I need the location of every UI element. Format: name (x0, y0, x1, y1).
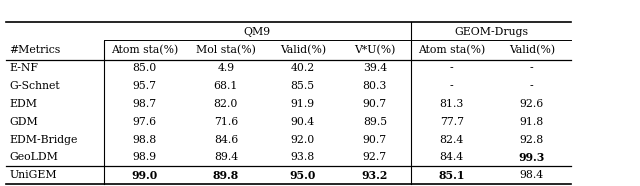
Text: 84.4: 84.4 (440, 153, 464, 162)
Text: UniGEM: UniGEM (10, 170, 57, 180)
Text: -: - (450, 81, 454, 91)
Text: 92.0: 92.0 (291, 135, 315, 145)
Text: 68.1: 68.1 (214, 81, 238, 91)
Text: 81.3: 81.3 (440, 99, 464, 109)
Text: Valid(%): Valid(%) (280, 45, 326, 55)
Text: EDM: EDM (10, 99, 38, 109)
Text: Atom sta(%): Atom sta(%) (418, 45, 485, 55)
Text: GEOM-Drugs: GEOM-Drugs (454, 27, 528, 37)
Text: 98.4: 98.4 (520, 170, 544, 180)
Text: -: - (530, 81, 534, 91)
Text: -: - (530, 63, 534, 73)
Text: GeoLDM: GeoLDM (10, 153, 58, 162)
Text: 98.7: 98.7 (132, 99, 156, 109)
Text: 89.4: 89.4 (214, 153, 238, 162)
Text: 90.7: 90.7 (363, 99, 387, 109)
Text: Mol sta(%): Mol sta(%) (196, 45, 256, 55)
Text: Valid(%): Valid(%) (509, 45, 555, 55)
Text: 77.7: 77.7 (440, 117, 464, 127)
Text: 92.6: 92.6 (520, 99, 544, 109)
Text: E-NF: E-NF (10, 63, 38, 73)
Text: -: - (450, 63, 454, 73)
Text: 90.7: 90.7 (363, 135, 387, 145)
Text: 91.8: 91.8 (520, 117, 544, 127)
Text: 4.9: 4.9 (218, 63, 234, 73)
Text: 95.7: 95.7 (132, 81, 156, 91)
Text: V*U(%): V*U(%) (354, 45, 396, 55)
Text: EDM-Bridge: EDM-Bridge (10, 135, 78, 145)
Text: 89.5: 89.5 (363, 117, 387, 127)
Text: G-Schnet: G-Schnet (10, 81, 60, 91)
Text: 84.6: 84.6 (214, 135, 238, 145)
Text: 99.0: 99.0 (131, 170, 157, 181)
Text: 85.5: 85.5 (291, 81, 315, 91)
Text: 90.4: 90.4 (291, 117, 315, 127)
Text: 98.9: 98.9 (132, 153, 156, 162)
Text: Atom sta(%): Atom sta(%) (111, 45, 178, 55)
Text: 71.6: 71.6 (214, 117, 238, 127)
Text: 93.8: 93.8 (291, 153, 315, 162)
Text: 80.3: 80.3 (363, 81, 387, 91)
Text: 39.4: 39.4 (363, 63, 387, 73)
Text: 40.2: 40.2 (291, 63, 315, 73)
Text: 97.6: 97.6 (132, 117, 156, 127)
Text: 82.4: 82.4 (440, 135, 464, 145)
Text: 89.8: 89.8 (212, 170, 239, 181)
Text: 92.7: 92.7 (363, 153, 387, 162)
Text: 95.0: 95.0 (289, 170, 316, 181)
Text: #Metrics: #Metrics (10, 45, 61, 55)
Text: 92.8: 92.8 (520, 135, 544, 145)
Text: 91.9: 91.9 (291, 99, 315, 109)
Text: 82.0: 82.0 (214, 99, 238, 109)
Text: 85.0: 85.0 (132, 63, 157, 73)
Text: GDM: GDM (10, 117, 38, 127)
Text: 85.1: 85.1 (438, 170, 465, 181)
Text: 93.2: 93.2 (362, 170, 388, 181)
Text: QM9: QM9 (244, 27, 271, 37)
Text: 99.3: 99.3 (518, 152, 545, 163)
Text: 98.8: 98.8 (132, 135, 157, 145)
